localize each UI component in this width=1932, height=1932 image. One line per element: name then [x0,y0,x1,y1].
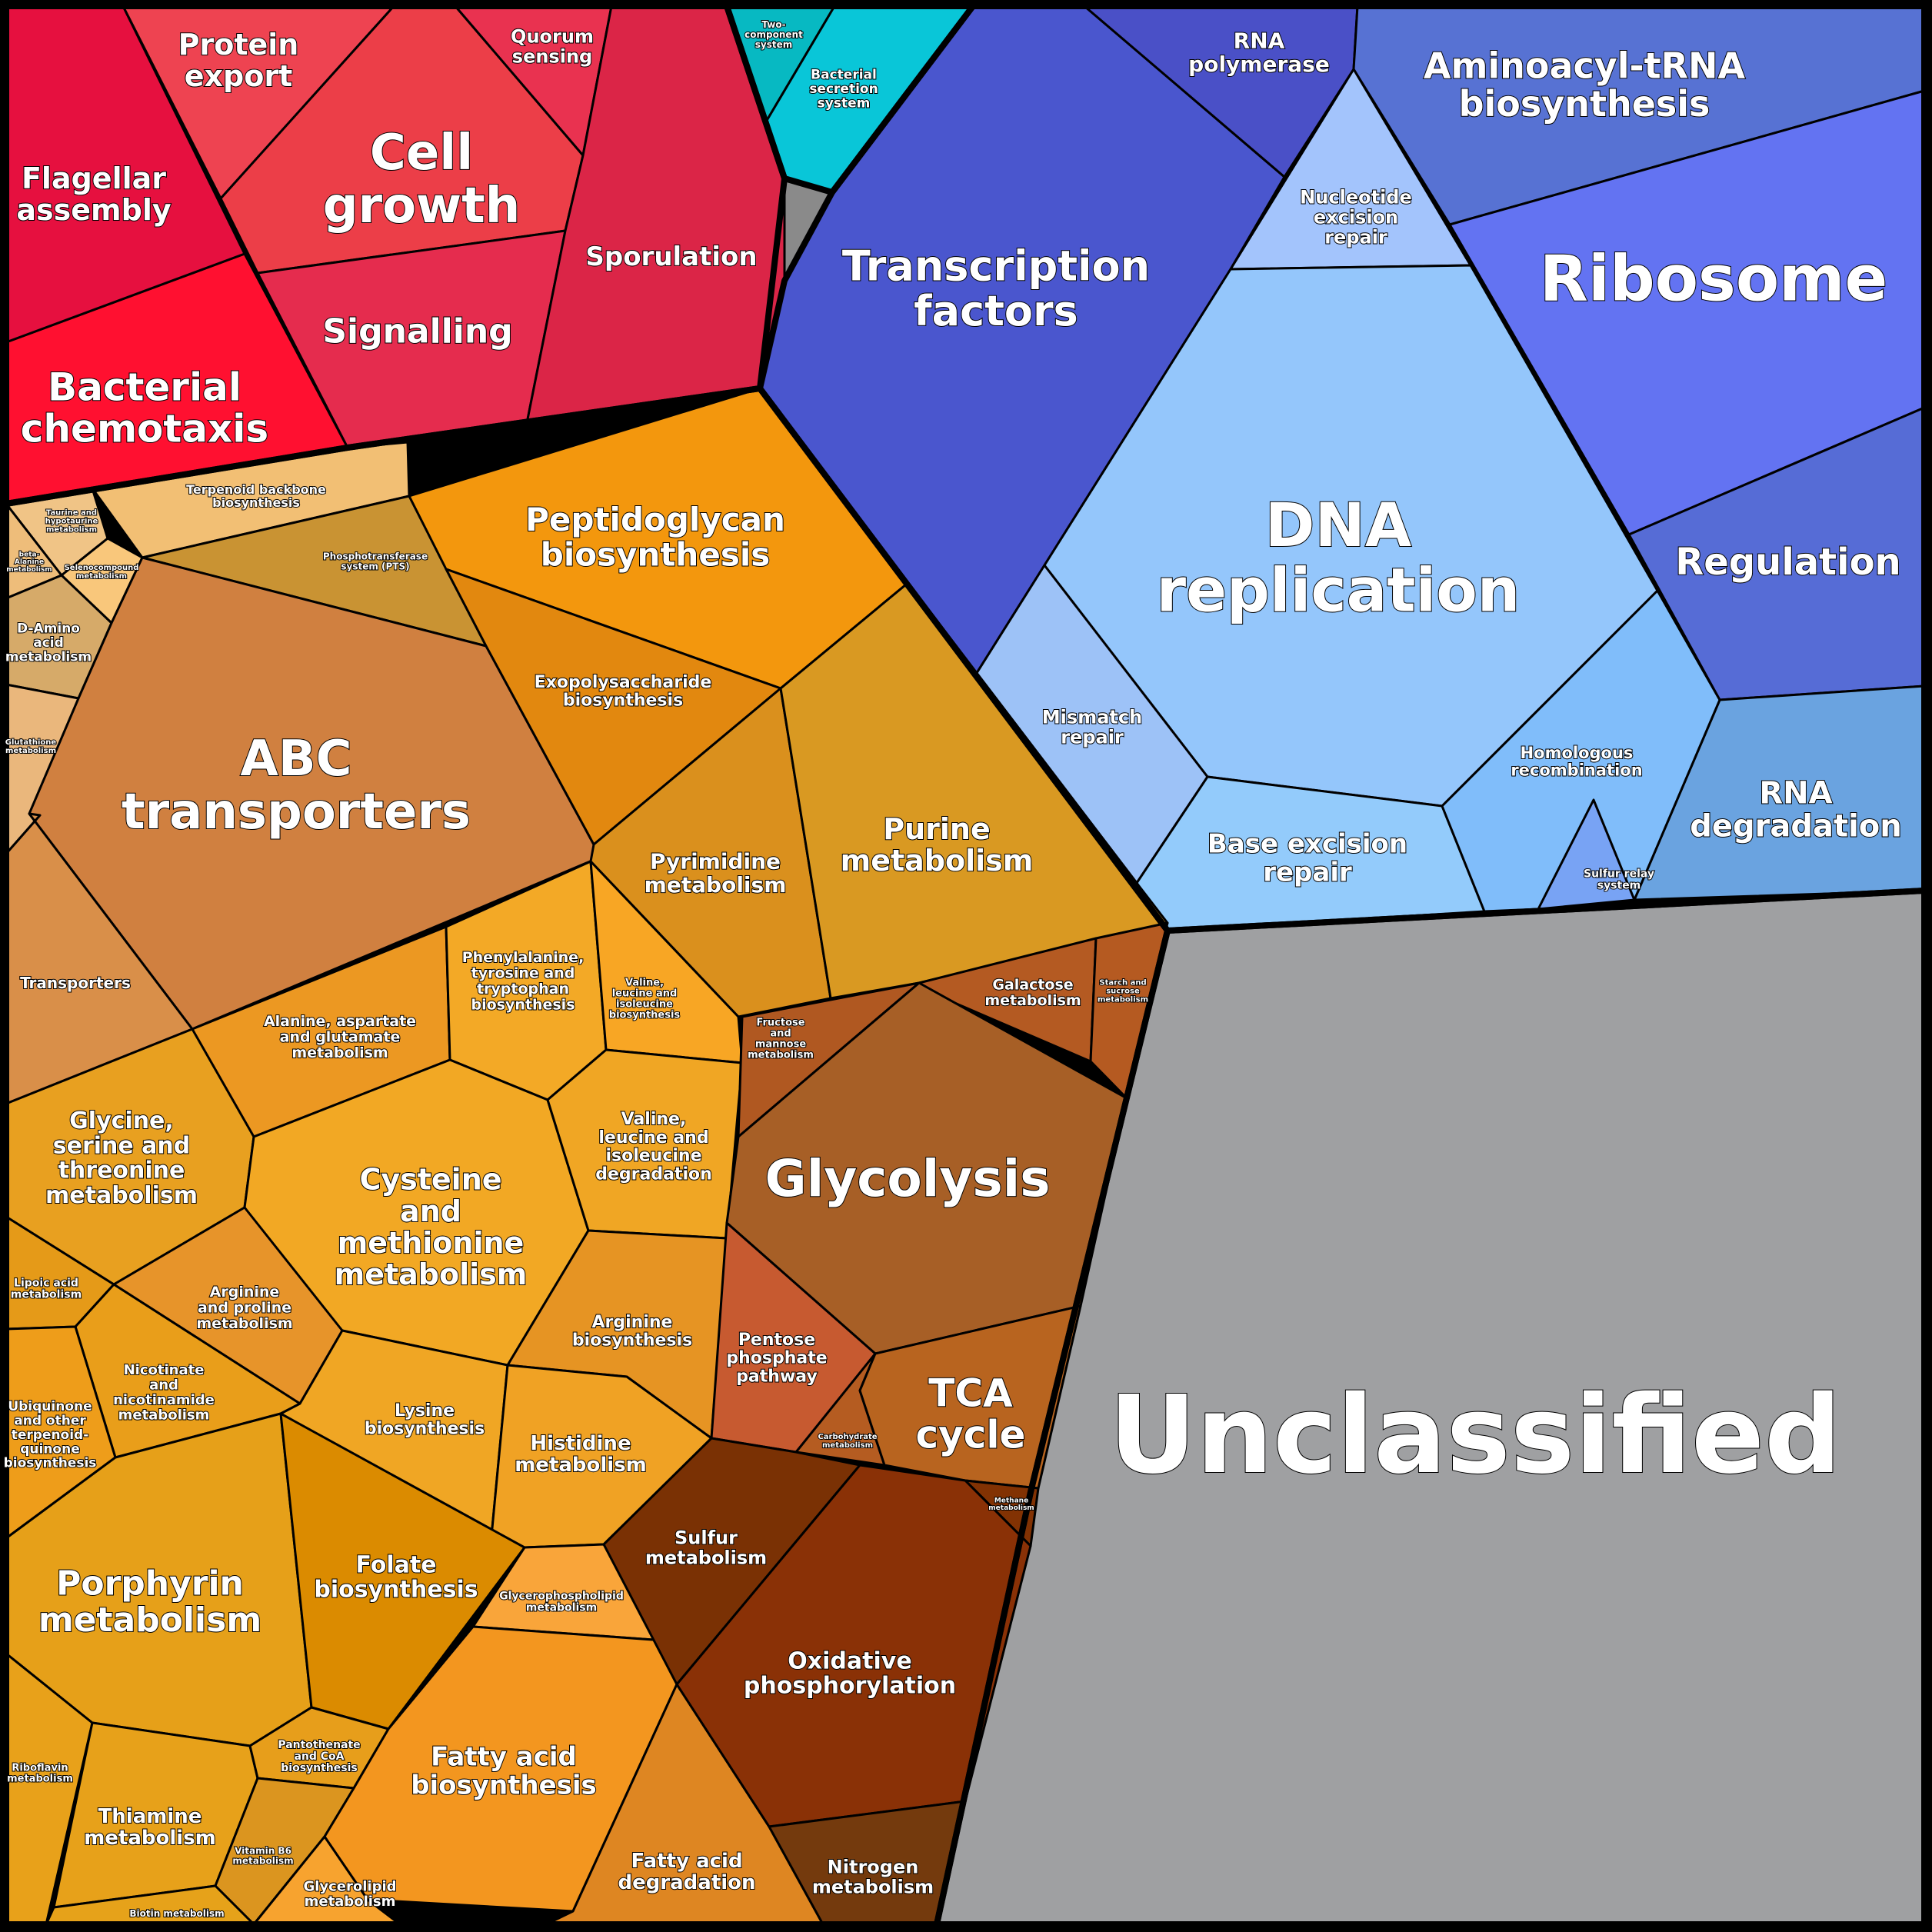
label-valine-leucine-isoleucine-biosynthesis: Valine, leucine and isoleucine biosynthesis [609,977,681,1021]
label-valine-leucine-isoleucine-degradation: Valine, leucine and isoleucine degradation [595,1110,712,1184]
label-lysine-biosynthesis: Lysine biosynthesis [365,1401,485,1439]
label-ribosome: Ribosome [1540,243,1887,316]
label-methane-metabolism: Methane metabolism [988,1497,1034,1512]
label-phosphotransferase-system: Phosphotransferase system (PTS) [323,551,428,572]
label-ubiquinone-terpenoid-quinone-biosynthesis: Ubiquinone and other terpenoid-quinone bios… [4,1399,97,1471]
label-unclassified: Unclassified [1109,1373,1841,1498]
label-aminoacyl-trna-biosynthesis: Aminoacyl-tRNA biosynthesis [1424,45,1746,125]
label-starch-sucrose-metabolism: Starch and sucrose metabolism [1098,979,1148,1004]
label-folate-biosynthesis: Folate biosynthesis [314,1551,478,1603]
label-homologous-recombination: Homologous recombination [1511,744,1642,780]
label-cell-growth: Cell growth [323,125,521,235]
label-beta-alanine-metabolism: beta-Alanine metabolism [6,551,52,573]
label-galactose-metabolism: Galactose metabolism [984,976,1081,1009]
label-nucleotide-excision-repair: Nucleotide excision repair [1300,186,1412,248]
label-sulfur-metabolism: Sulfur metabolism [645,1527,767,1568]
label-glycine-serine-threonine-metabolism: Glycine, serine and threonine metabolism [45,1108,198,1209]
label-mismatch-repair: Mismatch repair [1042,706,1142,748]
cells-layer [5,5,1926,1926]
cell-valine-leucine-isoleucine-degradation [546,1048,744,1240]
label-abc-transporters: ABC transporters [122,731,471,841]
labels-layer: Unclassified Bacterial chemotaxis Flagellar… [3,18,1903,1920]
label-sulfur-relay-system: Sulfur relay system [1584,868,1654,891]
label-two-component-system: Two-component system [744,19,803,50]
label-porphyrin-metabolism: Porphyrin metabolism [38,1564,261,1641]
label-dna-replication: DNA replication [1157,491,1521,625]
label-pyrimidine-metabolism: Pyrimidine metabolism [645,849,787,898]
label-nicotinate-nicotinamide-metabolism: Nicotinate and nicotinamide metabolism [113,1362,215,1423]
label-flagellar-assembly: Flagellar assembly [16,162,171,227]
label-rna-degradation: RNA degradation [1690,775,1902,844]
label-histidine-metabolism: Histidine metabolism [515,1432,647,1477]
label-base-excision-repair: Base excision repair [1208,829,1407,888]
label-fructose-mannose-metabolism: Fructose and mannose metabolism [748,1017,814,1061]
label-pantothenate-coa-biosynthesis: Pantothenate and CoA biosynthesis [278,1739,360,1774]
label-transporters: Transporters [20,974,131,992]
label-riboflavin-metabolism: Riboflavin metabolism [7,1763,73,1785]
label-transcription-factors: Transcription factors [842,242,1150,335]
label-glycerolipid-metabolism: Glycerolipid metabolism [303,1879,396,1910]
label-exopolysaccharide-biosynthesis: Exopolysaccharide biosynthesis [535,673,712,711]
label-protein-export: Protein export [178,28,299,93]
label-signalling: Signalling [322,311,512,351]
label-regulation: Regulation [1675,541,1900,584]
label-oxidative-phosphorylation: Oxidative phosphorylation [744,1647,956,1699]
label-alanine-aspartate-glutamate-metabolism: Alanine, aspartate and glutamate metabolis… [264,1013,416,1061]
label-bacterial-secretion-system: Bacterial secretion system [809,68,878,112]
label-peptidoglycan-biosynthesis: Peptidoglycan biosynthesis [525,501,785,573]
label-glycolysis: Glycolysis [764,1149,1050,1208]
label-glutathione-metabolism: Glutathione metabolism [5,738,57,755]
cell-sulfur-relay-system [1537,798,1636,911]
label-fatty-acid-degradation: Fatty acid degradation [618,1850,755,1894]
label-carbohydrate-metabolism: Carbohydrate metabolism [818,1433,877,1450]
label-biotin-metabolism: Biotin metabolism [129,1908,224,1919]
label-taurine-hypotaurine-metabolism: Taurine and hypotaurine metabolism [45,509,98,535]
label-rna-polymerase: RNA polymerase [1188,28,1330,77]
cell-sulfur-metabolism [602,1437,861,1686]
label-purine-metabolism: Purine metabolism [841,812,1034,878]
label-cysteine-methionine-metabolism: Cysteine and methionine metabolism [335,1163,528,1291]
label-phenylalanine-tyrosine-tryptophan-biosynthesis: Phenylalanine, tyrosine and tryptophan bios… [462,949,585,1014]
label-fatty-acid-biosynthesis: Fatty acid biosynthesis [411,1742,597,1801]
label-arginine-proline-metabolism: Arginine and proline metabolism [196,1284,292,1332]
label-quorum-sensing: Quorum sensing [511,25,594,67]
border-outer [3,3,1927,1927]
label-bacterial-chemotaxis: Bacterial chemotaxis [21,365,268,451]
label-terpenoid-backbone-biosynthesis: Terpenoid backbone biosynthesis [186,482,326,510]
label-arginine-biosynthesis: Arginine biosynthesis [572,1313,692,1351]
label-lipoic-acid-metabolism: Lipoic acid metabolism [11,1277,82,1301]
label-vitamin-b6-metabolism: Vitamin B6 metabolism [232,1846,293,1867]
group-borders-layer [3,3,1927,1927]
label-thiamine-metabolism: Thiamine metabolism [84,1805,216,1850]
label-selenocompound-metabolism: Selenocompound metabolism [65,564,139,581]
label-tca-cycle: TCA cycle [916,1371,1026,1457]
label-sporulation: Sporulation [585,242,757,272]
label-d-amino-acid-metabolism: D-Amino acid metabolism [5,621,92,665]
label-pentose-phosphate-pathway: Pentose phosphate pathway [726,1331,827,1387]
label-glycerophospholipid-metabolism: Glycerophospholipid metabolism [499,1590,624,1614]
label-nitrogen-metabolism: Nitrogen metabolism [812,1856,934,1897]
